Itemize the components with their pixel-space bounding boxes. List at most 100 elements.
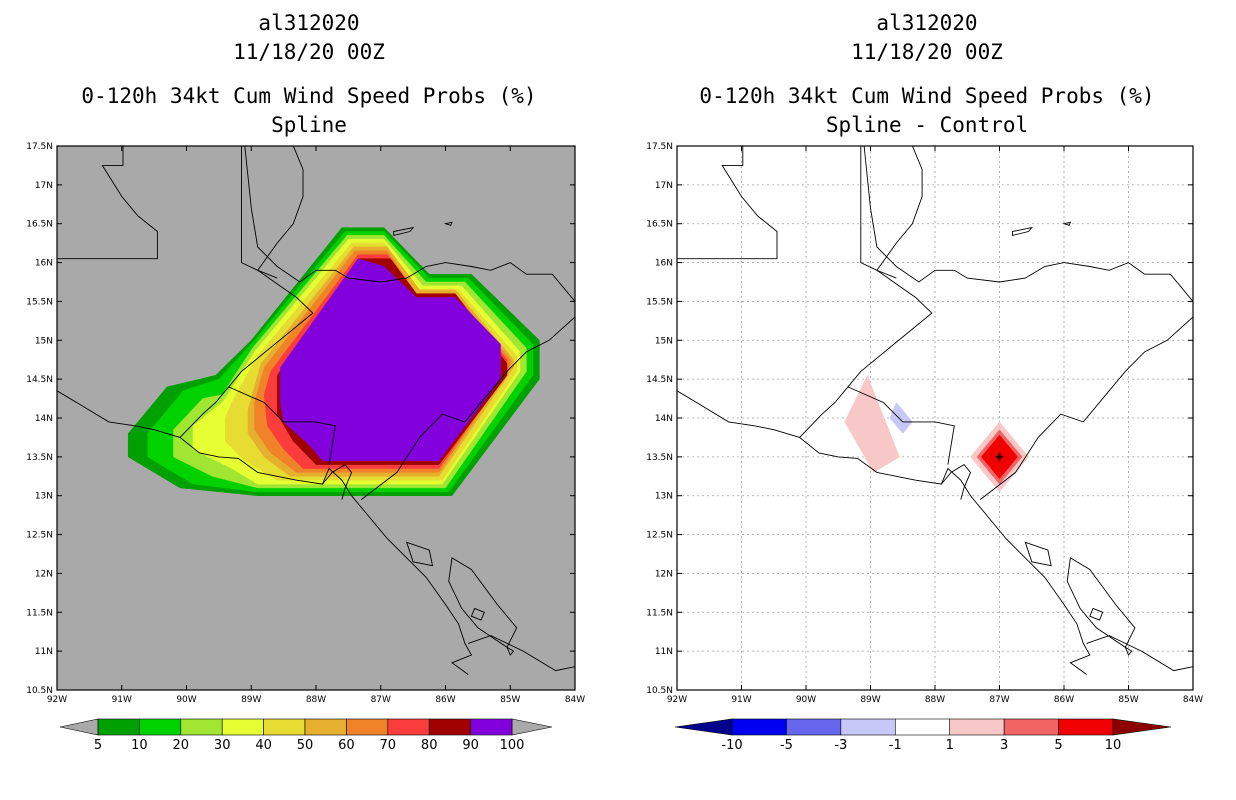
coastline-border-gt-hn [799,269,933,438]
x-tick-label: 85W [500,695,520,705]
colorbar-label: 5 [1054,738,1062,753]
y-tick-label: 10.5N [26,686,53,696]
map-content [57,146,575,675]
y-tick-label: 15.5N [646,297,673,307]
x-tick-label: 89W [241,695,261,705]
coastline-lake-managua [405,541,434,567]
coastline-border-gt-bz [241,146,258,271]
y-tick-label: 14N [655,414,673,424]
coastline-border-hn-ni [361,316,575,500]
y-tick-label: 10.5N [646,686,673,696]
colorbar-label: -10 [721,738,742,753]
title-line-3: 0-120h 34kt Cum Wind Speed Probs (%) [699,84,1154,108]
y-tick-label: 17.5N [26,142,53,152]
title-line-4: Spline [271,113,347,137]
colorbar-label: -5 [780,738,793,753]
y-tick-label: 13N [35,492,53,502]
coastline-island-2 [506,646,515,656]
colorbar: 5 10 20 30 40 50 60 70 80 90 100 [59,718,553,753]
y-tick-label: 16.5N [26,220,53,230]
coastline-island [1089,607,1104,621]
colorbar-label: -3 [834,738,847,753]
coastline-guanaja [443,221,453,226]
colorbar-label: 60 [338,738,355,753]
title-line-1: al312020 [876,11,977,35]
coastline-border-mx-gt [677,146,778,260]
x-tick-label: 88W [925,695,945,705]
title-line-4: Spline - Control [826,113,1028,137]
title-line-2: 11/18/20 00Z [233,40,385,64]
y-tick-label: 12N [35,569,53,579]
coastline-island-2 [1124,646,1133,656]
y-tick-label: 11N [655,647,673,657]
x-tick-label: 84W [565,695,585,705]
y-tick-label: 16N [35,259,53,269]
y-tick-label: 16.5N [646,220,673,230]
colorbar-swatch [949,718,1005,736]
colorbar-swatch [263,718,306,736]
y-tick-label: 11.5N [646,608,673,618]
coastline-border-hn-ni [979,316,1193,500]
y-tick-label: 14.5N [646,375,673,385]
colorbar-label: 100 [500,738,525,753]
colorbar-end-triangle [511,718,553,736]
coastline-caribbean-coast [863,146,1193,302]
title-line-3: 0-120h 34kt Cum Wind Speed Probs (%) [81,84,536,108]
colorbar-swatch [346,718,389,736]
coastline-caribbean-coast [244,146,575,302]
map-content [677,146,1193,690]
colorbar-swatch [786,718,842,736]
colorbar-swatch [1003,718,1059,736]
colorbar-label: -1 [889,738,902,753]
y-tick-label: 11N [35,647,53,657]
colorbar-label: 1 [946,738,954,753]
colorbar-swatch [139,718,182,736]
colorbar-label: 70 [380,738,397,753]
x-tick-label: 86W [435,695,455,705]
y-tick-label: 13N [655,492,673,502]
colorbar: -10 -5 -3 -1 1 3 5 10 [674,718,1172,753]
colorbar-label: 40 [255,738,272,753]
colorbar-swatch [840,718,896,736]
x-tick-label: 90W [796,695,816,705]
contour-band-1 [844,374,900,473]
y-tick-label: 15N [35,336,53,346]
colorbar-label: 5 [94,738,102,753]
colorbar-swatch [894,718,951,736]
x-tick-label: 84W [1183,695,1203,705]
coastline-island [470,607,485,621]
colorbar-end-triangle [1112,718,1172,736]
colorbar-swatch [180,718,223,736]
colorbar-label: 3 [1000,738,1008,753]
y-tick-label: 13.5N [646,453,673,463]
y-tick-label: 12N [655,569,673,579]
colorbar-swatch [731,718,787,736]
coastline-border-gt-hn [179,269,314,438]
colorbar-swatch [221,718,264,736]
coastline-border-ni-cr [468,635,575,672]
colorbar-swatch [387,718,430,736]
coastline-gulf-fonseca [322,464,353,500]
colorbar-start-triangle [59,718,99,736]
coastline-border-sv-hn [228,386,336,465]
colorbar-swatch [304,718,347,736]
x-tick-label: 88W [306,695,326,705]
colorbar-swatch [97,718,140,736]
y-tick-label: 16N [655,259,673,269]
coastline-border-sv-hn [847,386,955,465]
colorbar-swatch [470,718,513,736]
y-tick-label: 12.5N [646,531,673,541]
colorbar-start-triangle [674,718,733,736]
colorbar-label: 90 [462,738,479,753]
coastline-pacific-coast [677,390,1091,675]
contour-band-90 [280,258,501,461]
y-tick-label: 17N [655,181,673,191]
coastline-bay-islands [393,226,415,236]
colorbar-label: 80 [421,738,438,753]
title-line-1: al312020 [258,11,359,35]
x-tick-label: 87W [989,695,1009,705]
colorbar-label: 20 [173,738,190,753]
y-tick-label: 13.5N [26,453,53,463]
x-tick-label: 90W [176,695,196,705]
